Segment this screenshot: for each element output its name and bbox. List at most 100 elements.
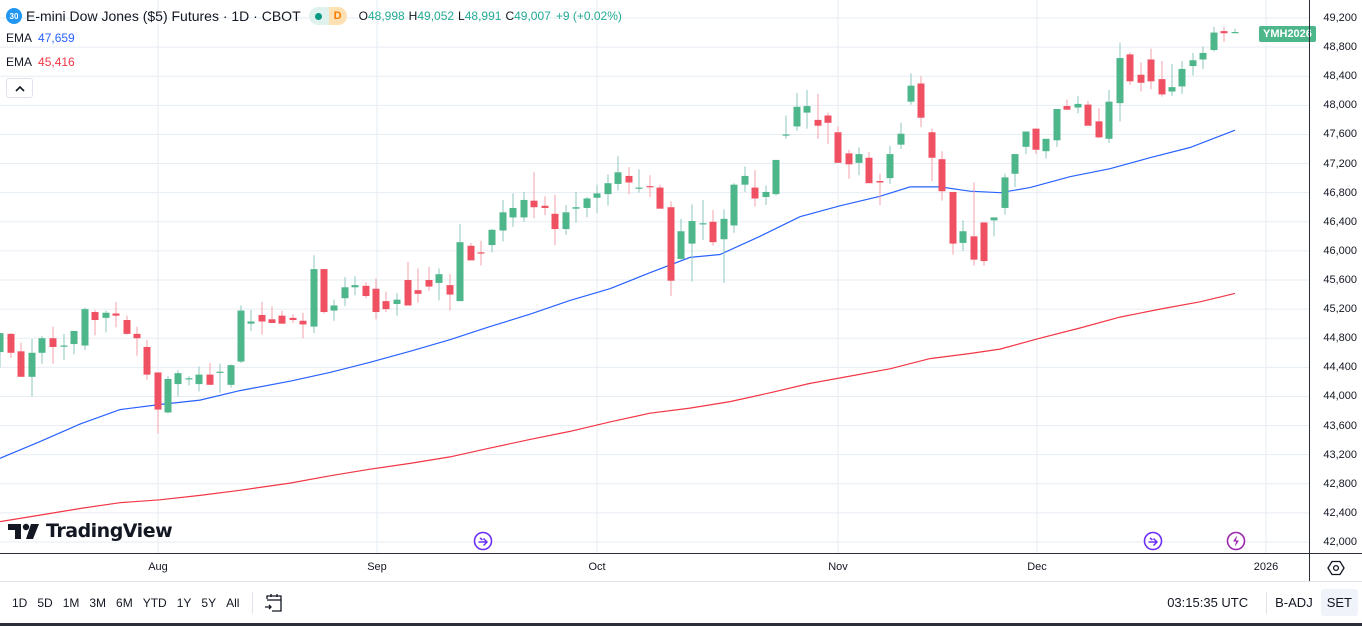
candle [341, 277, 349, 307]
candle [1220, 26, 1228, 43]
chart-legend: 30 E-mini Dow Jones ($5) Futures · 1D · … [6, 6, 622, 98]
low-label: L [458, 9, 465, 23]
dividend-arrow-icon[interactable] [473, 531, 493, 551]
session-toggle[interactable]: SET [1320, 589, 1358, 616]
tradingview-logo-icon [8, 523, 39, 539]
adjustment-toggle[interactable]: B-ADJ [1275, 595, 1313, 610]
price-tick-label: 46,400 [1323, 215, 1357, 228]
tradingview-logo[interactable]: TradingView [8, 520, 173, 542]
price-tick-label: 42,400 [1323, 506, 1357, 519]
time-tick-label: Aug [148, 561, 168, 573]
symbol-title[interactable]: E-mini Dow Jones ($5) Futures · 1D · CBO… [26, 8, 301, 24]
candle [206, 362, 214, 385]
candle [907, 73, 915, 105]
candle [572, 191, 580, 223]
candle [845, 149, 853, 179]
candle [876, 173, 884, 206]
chevron-up-icon [14, 85, 25, 92]
chart-pane[interactable]: 30 E-mini Dow Jones ($5) Futures · 1D · … [0, 0, 1316, 553]
candle [699, 199, 707, 240]
symbol-row: 30 E-mini Dow Jones ($5) Futures · 1D · … [6, 6, 622, 26]
candle [917, 76, 925, 128]
range-button-5y[interactable]: 5Y [201, 595, 217, 610]
earnings-lightning-icon[interactable] [1226, 531, 1246, 551]
candle [709, 210, 717, 246]
candle [17, 342, 25, 377]
candle [477, 240, 485, 266]
candle [1105, 90, 1113, 144]
candle [102, 310, 110, 333]
price-axis[interactable]: 42,000 42,400 42,800 43,200 43,600 44,000 44,4… [1309, 0, 1362, 553]
range-button-6m[interactable]: 6M [116, 595, 133, 610]
candle [980, 221, 988, 266]
open-value: 48,998 [367, 9, 405, 23]
price-tick-label: 47,600 [1323, 128, 1357, 141]
low-value: 48,991 [464, 9, 502, 23]
market-status-badge[interactable]: D [308, 7, 347, 25]
candle [467, 242, 475, 261]
candle [1231, 28, 1239, 34]
range-button-5d[interactable]: 5D [37, 595, 53, 610]
market-open-dot-icon [308, 7, 329, 25]
time-axis[interactable]: Aug Sep Oct Nov Dec 2026 [0, 553, 1309, 581]
candle [237, 305, 245, 363]
candle [635, 169, 643, 193]
delayed-data-badge: D [328, 7, 347, 25]
time-tick-label: Nov [828, 561, 848, 573]
collapse-legend-button[interactable] [6, 78, 33, 98]
candle [154, 372, 162, 434]
candle [1137, 62, 1145, 92]
candle [772, 159, 780, 196]
symbol-logo-icon: 30 [6, 8, 22, 24]
candle [751, 170, 759, 207]
candle [456, 223, 464, 302]
range-button-all[interactable]: All [226, 595, 240, 610]
candle [1042, 138, 1050, 159]
candle [593, 184, 601, 214]
high-value: 49,052 [417, 9, 455, 23]
range-button-1y[interactable]: 1Y [176, 595, 192, 610]
range-button-ytd[interactable]: YTD [142, 595, 167, 610]
indicator-label: EMA [6, 31, 33, 45]
contract-ticker-badge: YMH2026 [1259, 26, 1316, 42]
candle [112, 301, 120, 328]
range-button-1m[interactable]: 1M [62, 595, 80, 610]
candle [886, 146, 894, 184]
candle [60, 333, 68, 361]
indicator-ema-fast[interactable]: EMA 47,659 [6, 26, 622, 50]
candle [414, 268, 422, 303]
candle [855, 147, 863, 176]
calendar-goto-icon [265, 593, 283, 612]
range-button-1d[interactable]: 1D [12, 595, 28, 610]
candle [195, 366, 203, 392]
candle [782, 115, 790, 139]
candle [834, 126, 842, 163]
candle [164, 376, 172, 414]
range-button-3m[interactable]: 3M [89, 595, 107, 610]
time-tick-label: 2026 [1253, 561, 1279, 573]
candle [1158, 60, 1166, 97]
candlestick-chart[interactable] [0, 0, 1309, 553]
candle [123, 315, 131, 335]
price-tick-label: 49,200 [1323, 12, 1357, 24]
chart-settings-button[interactable] [1309, 553, 1362, 581]
candle [425, 266, 433, 291]
candle [7, 333, 15, 358]
candle [372, 278, 380, 320]
ema-line [0, 129, 1236, 459]
candle [268, 306, 276, 323]
indicator-ema-slow[interactable]: EMA 45,416 [6, 50, 622, 74]
clock-timezone[interactable]: 03:15:35 UTC [1167, 595, 1249, 610]
candle [382, 291, 390, 313]
candle [865, 151, 873, 184]
candle [1168, 63, 1176, 96]
candle [614, 156, 622, 191]
candle [990, 217, 998, 237]
candle [1189, 52, 1197, 76]
candle [299, 312, 307, 339]
dividend-arrow-icon[interactable] [1143, 531, 1163, 551]
ema-line [0, 292, 1236, 523]
candle [351, 276, 359, 296]
go-to-date-button[interactable] [263, 592, 285, 614]
